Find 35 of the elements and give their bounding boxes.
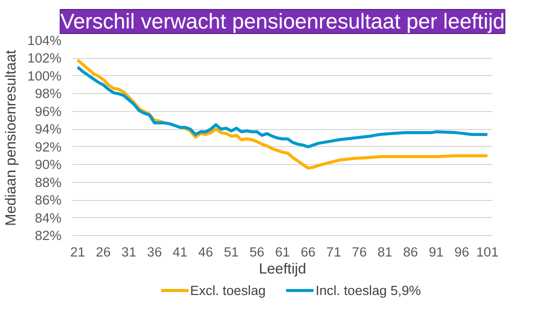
y-tick-label: 94% <box>34 122 62 137</box>
chart-title: Verschil verwacht pensioenresultaat per leeftijd <box>60 10 505 34</box>
y-tick-label: 90% <box>34 157 62 172</box>
y-tick-label: 88% <box>34 174 62 190</box>
x-tick-label: 76 <box>352 244 367 260</box>
x-tick-label: 96 <box>454 244 470 260</box>
y-tick-label: 86% <box>34 192 62 208</box>
x-tick-label: 71 <box>326 244 342 260</box>
x-tick-label: 81 <box>378 244 392 260</box>
x-tick-label: 56 <box>249 244 264 260</box>
y-axis-title: Mediaan pensioenresultaat <box>3 50 20 226</box>
x-tick-label: 101 <box>476 244 499 260</box>
legend-label: Excl. toeslag <box>190 282 266 298</box>
x-tick-label: 36 <box>147 244 162 260</box>
x-tick-label: 41 <box>172 244 188 260</box>
x-axis-title: Leeftijd <box>258 262 306 278</box>
y-tick-label: 98% <box>34 86 62 102</box>
x-tick-label: 21 <box>70 244 86 260</box>
x-tick-label: 26 <box>96 244 111 260</box>
line-series <box>76 66 489 148</box>
x-tick-label: 66 <box>300 244 316 260</box>
x-tick-label: 86 <box>403 244 418 260</box>
y-tick-label: 84% <box>34 210 62 226</box>
legend-label: Incl. toeslag 5,9% <box>316 282 421 298</box>
x-tick-label: 51 <box>224 244 239 260</box>
y-tick-label: 104% <box>27 33 62 48</box>
x-tick-label: 46 <box>198 244 214 260</box>
x-tick-label: 61 <box>275 244 290 260</box>
y-tick-label: 100% <box>27 68 62 84</box>
x-tick-label: 31 <box>121 244 136 260</box>
y-tick-label: 82% <box>34 228 62 243</box>
y-tick-label: 92% <box>34 139 62 154</box>
x-tick-label: 91 <box>428 244 444 260</box>
y-tick-label: 96% <box>34 104 62 119</box>
y-tick-label: 102% <box>27 50 62 66</box>
